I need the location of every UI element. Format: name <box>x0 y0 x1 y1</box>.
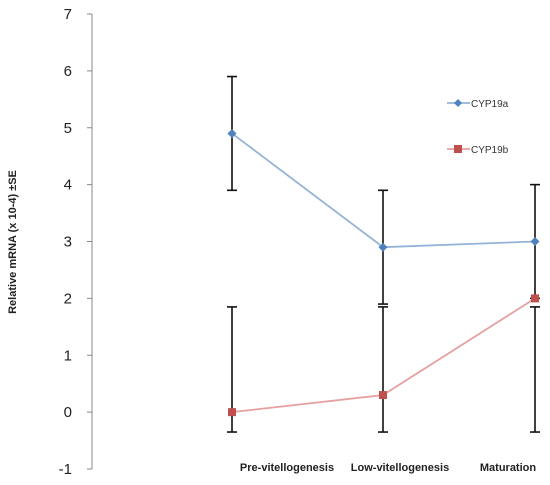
y-tick-label: 5 <box>64 120 72 137</box>
y-axis-ticks: -1 0 1 2 3 4 5 6 7 <box>59 6 92 478</box>
legend: CYP19a CYP19b <box>447 99 509 156</box>
x-axis-categories: Pre-vitellogenesis Low-vitellogenesis Matu… <box>240 462 536 474</box>
legend-marker <box>454 145 462 153</box>
y-tick-label: 2 <box>64 290 72 307</box>
data-point <box>530 237 540 246</box>
x-category-label: Low-vitellogenesis <box>351 462 449 474</box>
legend-label: CYP19b <box>471 145 509 156</box>
data-point <box>378 242 388 252</box>
error-bars <box>227 75 540 433</box>
legend-marker <box>454 99 462 107</box>
y-tick-label: 4 <box>64 177 72 194</box>
data-point <box>379 391 387 400</box>
data-point <box>531 294 539 303</box>
y-tick-label: 0 <box>64 404 72 421</box>
y-tick-label: 7 <box>64 6 72 23</box>
x-category-label: Pre-vitellogenesis <box>240 462 334 474</box>
y-tick-label: 3 <box>64 234 72 251</box>
data-point <box>227 128 237 138</box>
x-category-label: Maturation <box>480 462 537 474</box>
y-tick-label: 6 <box>64 63 72 80</box>
data-point <box>228 408 236 417</box>
legend-label: CYP19a <box>471 99 509 110</box>
series-markers <box>227 128 540 417</box>
y-tick-label: -1 <box>59 461 72 478</box>
y-axis-label: Relative mRNA (x 10-4) ±SE <box>7 170 19 314</box>
y-tick-label: 1 <box>64 347 72 364</box>
